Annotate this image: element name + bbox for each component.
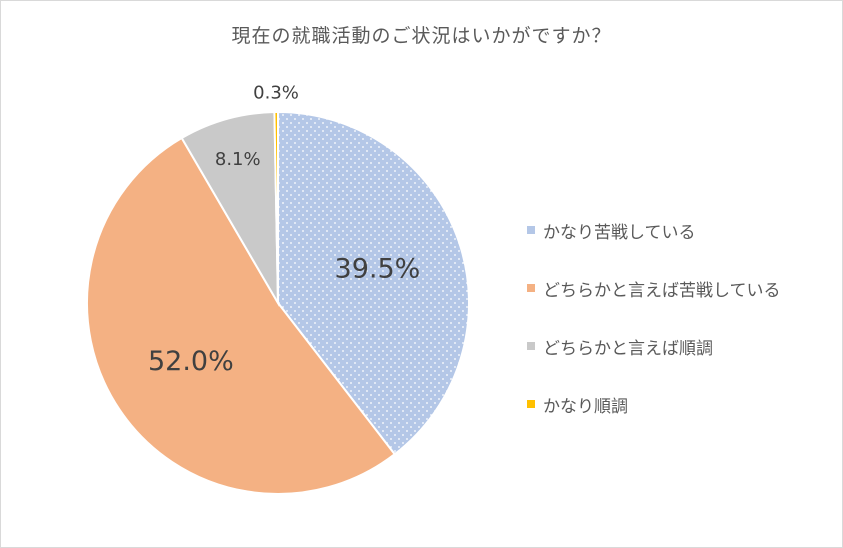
data-label: 0.3% — [253, 82, 299, 103]
legend-swatch-icon — [527, 342, 535, 350]
legend-label: かなり順調 — [543, 396, 628, 417]
data-label: 52.0% — [148, 346, 234, 377]
legend-label: どちらかと言えば苦戦している — [543, 280, 781, 301]
legend-item-very-smooth: かなり順調 — [527, 375, 781, 433]
legend-item-somewhat-struggling: どちらかと言えば苦戦している — [527, 259, 781, 317]
data-label: 39.5% — [335, 254, 421, 285]
legend-label: どちらかと言えば順調 — [543, 338, 713, 359]
legend-swatch-icon — [527, 226, 535, 234]
data-label: 8.1% — [215, 149, 261, 170]
slice-somewhat-smooth — [180, 111, 280, 307]
slice-very-smooth — [273, 110, 279, 304]
slice-dot-pattern — [278, 112, 469, 455]
chart-title: 現在の就職活動のご状況はいかがですか？ — [231, 25, 612, 47]
legend-item-very-struggling: かなり苦戦している — [527, 201, 781, 259]
legend-swatch-icon — [527, 400, 535, 408]
legend-item-somewhat-smooth: どちらかと言えば順調 — [527, 317, 781, 375]
chart-legend: かなり苦戦している どちらかと言えば苦戦している どちらかと言えば順調 かなり順… — [527, 201, 781, 433]
slice-somewhat-struggling — [86, 136, 397, 495]
legend-label: かなり苦戦している — [543, 222, 696, 243]
legend-swatch-icon — [527, 284, 535, 292]
